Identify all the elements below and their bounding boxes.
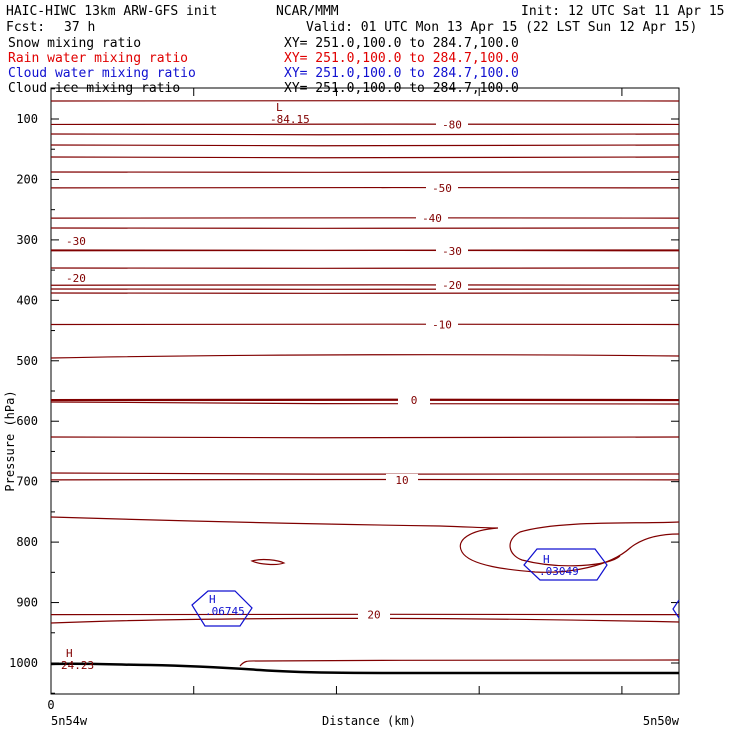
fcst-label: Fcst:: [6, 20, 45, 35]
isotherm-label-left--30: -30: [66, 235, 86, 248]
valid-time: Valid: 01 UTC Mon 13 Apr 15 (22 LST Sun …: [306, 20, 697, 35]
contour-lower-2: [50, 617, 680, 624]
cloud-water-contours: [191, 548, 680, 627]
y-tick-label-200: 200: [16, 172, 38, 186]
isotherm-label-0: 0: [411, 394, 418, 407]
cloud-water-contour-2: [523, 548, 608, 581]
y-tick-label-700: 700: [16, 475, 38, 489]
fcst-value: 37 h: [64, 20, 95, 35]
contour-mid-2: [50, 401, 680, 405]
extra-contours: [50, 99, 680, 667]
contour-mid-3: [50, 436, 680, 439]
terrain-line: [50, 662, 679, 675]
title-mid: NCAR/MMM: [276, 4, 339, 19]
isotherm-label-bg--30: [436, 244, 468, 257]
contour-upper-3: [50, 144, 680, 147]
cloud-max-value-1: .06745: [205, 605, 245, 618]
max-marker-letter: H: [66, 647, 73, 660]
min-marker-value: -84.15: [270, 113, 310, 126]
field-cloudwater-xy: XY= 251.0,100.0 to 284.7,100.0: [284, 66, 519, 81]
isotherm-label--50: -50: [432, 182, 452, 195]
contour-small-loop: [250, 558, 286, 566]
field-snow-name: Snow mixing ratio: [8, 36, 141, 51]
cloud-water-contour-1: [191, 590, 253, 627]
y-tick-label-600: 600: [16, 414, 38, 428]
isotherm-label-bg-20: [358, 608, 390, 621]
cloud-max-letter-1: H: [209, 593, 216, 606]
cloud-max-value-2: .03049: [539, 565, 579, 578]
contour-mid-4: [50, 472, 680, 476]
y-axis-label: Pressure (hPa): [3, 390, 17, 491]
contour-upper-4: [50, 156, 680, 159]
y-tick-label-100: 100: [16, 112, 38, 126]
cloud-max-letter-2: H: [543, 553, 550, 566]
isotherm-label--40: -40: [422, 212, 442, 225]
y-tick-label-900: 900: [16, 596, 38, 610]
x-axis-label: Distance (km): [322, 714, 416, 728]
contour-dip-800: [50, 516, 680, 573]
max-marker-value: 24.23: [61, 659, 94, 672]
isotherm-label-bg--50: [426, 181, 458, 194]
isotherm-label-bg--20: [436, 279, 468, 292]
plot-frame: [50, 87, 680, 695]
isotherm-label-20: 20: [367, 609, 380, 622]
field-rain-xy: XY= 251.0,100.0 to 284.7,100.0: [284, 51, 519, 66]
contour-mid-1: [50, 354, 680, 359]
isotherm-label--30: -30: [442, 245, 462, 258]
cloud-water-contour-edge: [672, 599, 680, 619]
isotherm-label--20: -20: [442, 279, 462, 292]
y-tick-label-300: 300: [16, 233, 38, 247]
contour-lower-1: [239, 659, 680, 667]
x-origin-label: 0: [47, 698, 54, 712]
isotherm-labels: -80 -50 -40 -30 -20 -10 0 10 20: [358, 118, 468, 622]
init-time: Init: 12 UTC Sat 11 Apr 15: [521, 4, 725, 19]
min-marker-letter: L: [276, 101, 283, 114]
contour-ridge-800: [509, 521, 680, 567]
y-tick-label-800: 800: [16, 535, 38, 549]
isotherm-label--80: -80: [442, 118, 462, 131]
field-snow-xy: XY= 251.0,100.0 to 284.7,100.0: [284, 36, 519, 51]
y-tick-label-400: 400: [16, 293, 38, 307]
isotherm-label-bg--10: [426, 318, 458, 331]
field-rain-name: Rain water mixing ratio: [8, 51, 188, 66]
isotherm-label--10: -10: [432, 319, 452, 332]
x-start-label: 5n54w: [51, 714, 88, 728]
y-tick-label-500: 500: [16, 354, 38, 368]
contour-upper-2: [50, 133, 680, 136]
isotherm-label-left--20: -20: [66, 272, 86, 285]
isotherm-contours: [50, 123, 680, 616]
isotherm-label-bg-0: [398, 394, 430, 407]
title-left: HAIC-HIWC 13km ARW-GFS init: [6, 4, 217, 19]
isotherm-label-bg-10: [386, 473, 418, 486]
isotherm-label-10: 10: [395, 474, 408, 487]
isotherm-label-bg--40: [416, 212, 448, 225]
field-cloudwater-name: Cloud water mixing ratio: [8, 66, 196, 81]
isotherm-label-bg--80: [436, 118, 468, 131]
y-tick-label-1000: 1000: [9, 656, 38, 670]
x-end-label: 5n50w: [643, 714, 680, 728]
x-axis-ticks: [50, 88, 623, 694]
